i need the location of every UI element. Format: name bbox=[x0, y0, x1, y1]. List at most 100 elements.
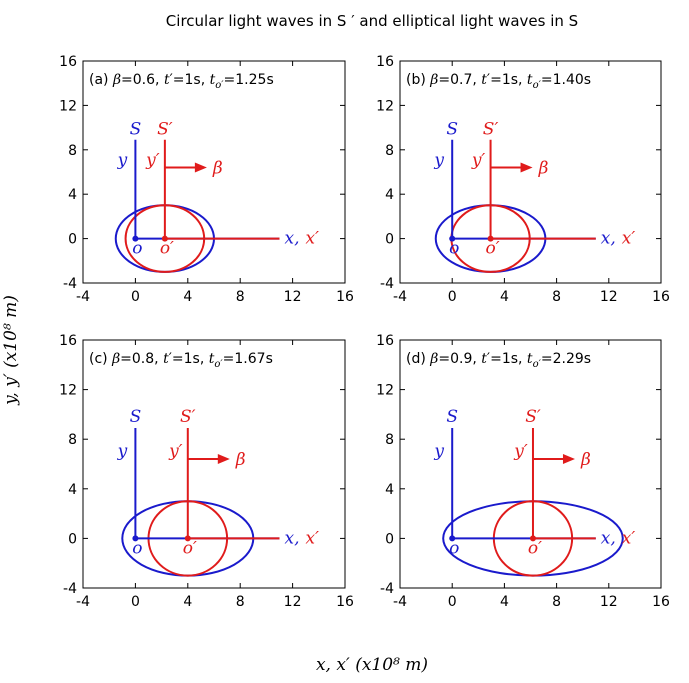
axis-label-y: y bbox=[433, 150, 444, 170]
x-tick-label: 12 bbox=[600, 594, 618, 610]
caption-part: ′=1s, bbox=[487, 72, 527, 88]
x-tick-label: -4 bbox=[76, 289, 90, 305]
caption-part: t bbox=[527, 351, 533, 367]
origin-label-o: o bbox=[132, 239, 142, 259]
x-tick-label: 0 bbox=[131, 594, 140, 610]
x-tick-label: 16 bbox=[336, 289, 354, 305]
x-tick-label: 0 bbox=[448, 289, 457, 305]
origin-o-prime-dot bbox=[184, 535, 191, 542]
panel-caption: (a) β=0.6, t′=1s, to′=1.25s bbox=[89, 72, 274, 91]
beta-arrow-head bbox=[562, 454, 575, 465]
origin-label-o-prime: o′ bbox=[528, 538, 542, 558]
y-tick-label: 8 bbox=[385, 143, 394, 159]
plot-frame bbox=[399, 339, 662, 589]
panel-caption: (c) β=0.8, t′=1s, to′=1.67s bbox=[89, 351, 273, 370]
caption-part: (c) bbox=[89, 351, 112, 367]
x-tick-label: 16 bbox=[652, 594, 670, 610]
y-tick-label: 8 bbox=[385, 432, 394, 448]
x-tick-label: 0 bbox=[131, 289, 140, 305]
caption-part: =0.7, bbox=[438, 72, 481, 88]
beta-arrow-head bbox=[194, 162, 207, 173]
beta-label: β bbox=[580, 450, 591, 470]
caption-part: t bbox=[210, 72, 216, 88]
axis-label-x-prime: x′ bbox=[622, 229, 636, 249]
caption-part: (b) bbox=[406, 72, 430, 88]
caption-part: β bbox=[111, 351, 120, 367]
origin-o-dot bbox=[449, 235, 456, 242]
y-tick-label: 8 bbox=[68, 143, 77, 159]
caption-part: t bbox=[163, 351, 169, 367]
caption-part: t bbox=[209, 351, 215, 367]
x-tick-label: 0 bbox=[448, 594, 457, 610]
y-tick-label: 0 bbox=[385, 531, 394, 547]
axis-label-y-prime: y′ bbox=[513, 442, 528, 462]
caption-subscript: o′ bbox=[215, 80, 224, 91]
y-tick-label: 16 bbox=[376, 333, 394, 349]
x-axis-label: x, x′ (x10⁸ m) bbox=[316, 655, 428, 675]
caption-part: =1.40s bbox=[541, 72, 591, 88]
x-tick-label: 4 bbox=[500, 594, 509, 610]
beta-label: β bbox=[538, 159, 549, 179]
caption-part: =2.29s bbox=[541, 351, 591, 367]
axis-label-y: y bbox=[117, 150, 128, 170]
origin-label-o: o bbox=[449, 538, 459, 558]
caption-part: ′=1s, bbox=[170, 72, 210, 88]
x-tick-label: -4 bbox=[76, 594, 90, 610]
caption-part: t bbox=[527, 72, 533, 88]
frame-label-s-prime: S′ bbox=[483, 119, 499, 139]
y-tick-label: 4 bbox=[385, 187, 394, 203]
frame-label-s-prime: S′ bbox=[157, 119, 173, 139]
caption-part: =1.67s bbox=[223, 351, 273, 367]
frame-label-s-prime: S′ bbox=[180, 407, 196, 427]
x-tick-label: 12 bbox=[284, 289, 302, 305]
frame-label-s: S bbox=[130, 407, 142, 427]
origin-label-o-prime: o′ bbox=[486, 239, 500, 259]
caption-part: =0.6, bbox=[121, 72, 164, 88]
y-tick-label: 0 bbox=[68, 232, 77, 248]
y-tick-label: 12 bbox=[59, 383, 77, 399]
y-tick-label: 4 bbox=[68, 187, 77, 203]
axis-label-y: y bbox=[433, 442, 444, 462]
y-tick-label: -4 bbox=[380, 581, 394, 597]
caption-part: t bbox=[481, 351, 487, 367]
y-tick-label: 4 bbox=[68, 482, 77, 498]
y-tick-label: 0 bbox=[68, 531, 77, 547]
plot-frame bbox=[82, 339, 346, 589]
y-tick-label: 8 bbox=[68, 432, 77, 448]
caption-part: (a) bbox=[89, 72, 113, 88]
beta-label: β bbox=[212, 159, 223, 179]
chart-title: Circular light waves in S ′ and elliptic… bbox=[166, 12, 578, 30]
axis-label-x-prime: x′ bbox=[306, 229, 320, 249]
x-tick-label: -4 bbox=[393, 594, 407, 610]
caption-part: β bbox=[429, 351, 438, 367]
y-tick-label: 12 bbox=[59, 98, 77, 114]
x-tick-label: 12 bbox=[284, 594, 302, 610]
caption-subscript: o′ bbox=[533, 359, 542, 370]
origin-o-dot bbox=[132, 235, 139, 242]
axis-label-x: x, bbox=[601, 528, 616, 548]
beta-label: β bbox=[235, 450, 246, 470]
y-tick-label: -4 bbox=[63, 276, 77, 292]
origin-o-prime-dot bbox=[161, 235, 168, 242]
frame-label-s-prime: S′ bbox=[525, 407, 541, 427]
plot-frame bbox=[82, 60, 346, 284]
panel-caption: (b) β=0.7, t′=1s, to′=1.40s bbox=[406, 72, 591, 91]
caption-part: β bbox=[429, 72, 438, 88]
y-tick-label: 4 bbox=[385, 482, 394, 498]
caption-part: ′=1s, bbox=[487, 351, 527, 367]
y-tick-label: 12 bbox=[376, 383, 394, 399]
caption-part: t bbox=[164, 72, 170, 88]
axis-label-x: x, bbox=[285, 528, 300, 548]
y-axis-label: y, y′ (x10⁸ m) bbox=[1, 295, 21, 406]
caption-part: t bbox=[481, 72, 487, 88]
origin-o-prime-dot bbox=[487, 235, 494, 242]
x-tick-label: 4 bbox=[183, 289, 192, 305]
x-tick-label: 16 bbox=[652, 289, 670, 305]
axis-label-y-prime: y′ bbox=[145, 150, 160, 170]
axis-label-x-prime: x′ bbox=[622, 528, 636, 548]
caption-subscript: o′ bbox=[214, 359, 223, 370]
